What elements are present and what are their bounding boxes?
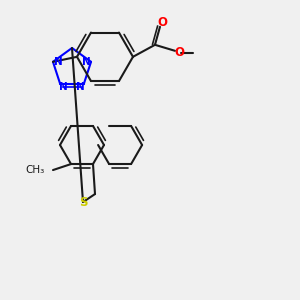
Text: N: N — [59, 82, 68, 92]
Text: CH₃: CH₃ — [26, 165, 45, 175]
Text: N: N — [82, 57, 90, 67]
Text: O: O — [174, 46, 184, 59]
Text: O: O — [157, 16, 167, 29]
Text: N: N — [54, 57, 62, 67]
Text: S: S — [79, 196, 87, 208]
Text: N: N — [76, 82, 85, 92]
